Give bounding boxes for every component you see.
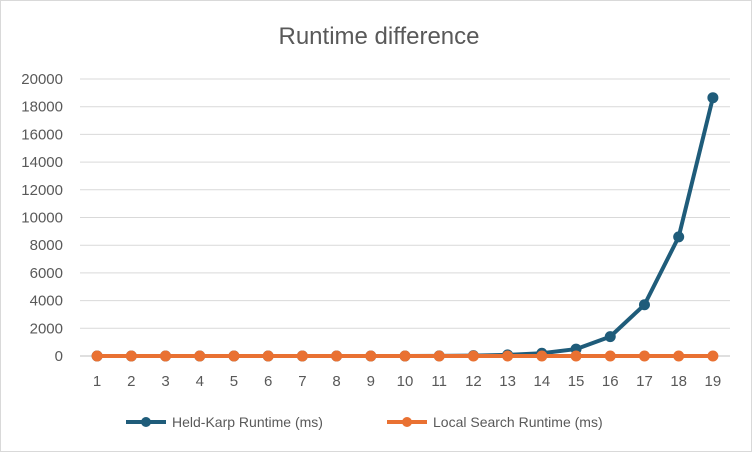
y-tick-label: 0 bbox=[55, 348, 63, 365]
point-local-search[interactable] bbox=[433, 350, 445, 362]
y-tick-label: 16000 bbox=[21, 126, 63, 143]
x-tick-label: 16 bbox=[602, 373, 619, 390]
x-tick-label: 14 bbox=[533, 373, 550, 390]
x-tick-label: 18 bbox=[670, 373, 687, 390]
point-local-search[interactable] bbox=[228, 350, 240, 362]
y-tick-label: 8000 bbox=[30, 237, 63, 254]
point-local-search[interactable] bbox=[331, 350, 343, 362]
point-local-search[interactable] bbox=[262, 350, 274, 362]
x-tick-label: 2 bbox=[127, 373, 135, 390]
x-tick-label: 6 bbox=[264, 373, 272, 390]
point-local-search[interactable] bbox=[365, 350, 377, 362]
point-local-search[interactable] bbox=[399, 350, 411, 362]
y-tick-label: 10000 bbox=[21, 210, 63, 227]
y-tick-label: 6000 bbox=[30, 265, 63, 282]
point-local-search[interactable] bbox=[296, 350, 308, 362]
x-tick-label: 7 bbox=[298, 373, 306, 390]
point-held-karp[interactable] bbox=[707, 92, 719, 104]
chart-title: Runtime difference bbox=[279, 23, 480, 50]
x-tick-label: 11 bbox=[431, 373, 447, 390]
point-local-search[interactable] bbox=[604, 350, 616, 362]
x-tick-label: 3 bbox=[161, 373, 169, 390]
legend-item-held-karp[interactable]: Held-Karp Runtime (ms) bbox=[126, 414, 323, 430]
x-tick-label: 10 bbox=[397, 373, 414, 390]
x-tick-label: 5 bbox=[230, 373, 238, 390]
point-held-karp[interactable] bbox=[673, 231, 685, 243]
x-tick-label: 1 bbox=[93, 373, 101, 390]
point-held-karp[interactable] bbox=[604, 331, 616, 343]
point-local-search[interactable] bbox=[502, 350, 514, 362]
gridlines bbox=[80, 78, 730, 329]
axes: 0 2000 4000 6000 8000 10000 12000 14000 16000 180… bbox=[21, 71, 730, 390]
x-tick-label: 9 bbox=[367, 373, 375, 390]
series-layer bbox=[91, 92, 719, 362]
y-tick-label: 4000 bbox=[30, 293, 63, 310]
point-local-search[interactable] bbox=[160, 350, 172, 362]
legend-marker-local-search bbox=[402, 417, 412, 427]
point-local-search[interactable] bbox=[536, 350, 548, 362]
point-local-search[interactable] bbox=[707, 350, 719, 362]
y-tick-label: 12000 bbox=[21, 182, 63, 199]
x-tick-label: 17 bbox=[636, 373, 653, 390]
y-tick-label: 2000 bbox=[30, 320, 63, 337]
point-local-search[interactable] bbox=[194, 350, 206, 362]
y-tick-label: 20000 bbox=[21, 71, 63, 88]
legend: Held-Karp Runtime (ms) Local Search Runt… bbox=[126, 414, 603, 430]
series-line-held-karp bbox=[95, 95, 715, 358]
x-tick-label: 13 bbox=[499, 373, 516, 390]
legend-item-local-search[interactable]: Local Search Runtime (ms) bbox=[387, 414, 603, 430]
x-tick-label: 15 bbox=[568, 373, 585, 390]
point-local-search[interactable] bbox=[673, 350, 685, 362]
point-held-karp[interactable] bbox=[638, 299, 650, 311]
point-local-search[interactable] bbox=[91, 350, 103, 362]
point-local-search[interactable] bbox=[638, 350, 650, 362]
x-tick-label: 19 bbox=[705, 373, 722, 390]
x-tick-label: 8 bbox=[332, 373, 340, 390]
x-tick-label: 4 bbox=[196, 373, 204, 390]
legend-label-local-search: Local Search Runtime (ms) bbox=[433, 414, 603, 430]
x-tick-label: 12 bbox=[465, 373, 482, 390]
legend-label-held-karp: Held-Karp Runtime (ms) bbox=[172, 414, 323, 430]
y-tick-label: 14000 bbox=[21, 154, 63, 171]
legend-marker-held-karp bbox=[141, 417, 151, 427]
point-local-search[interactable] bbox=[570, 350, 582, 362]
point-local-search[interactable] bbox=[125, 350, 137, 362]
point-local-search[interactable] bbox=[467, 350, 479, 362]
y-tick-label: 18000 bbox=[21, 99, 63, 116]
